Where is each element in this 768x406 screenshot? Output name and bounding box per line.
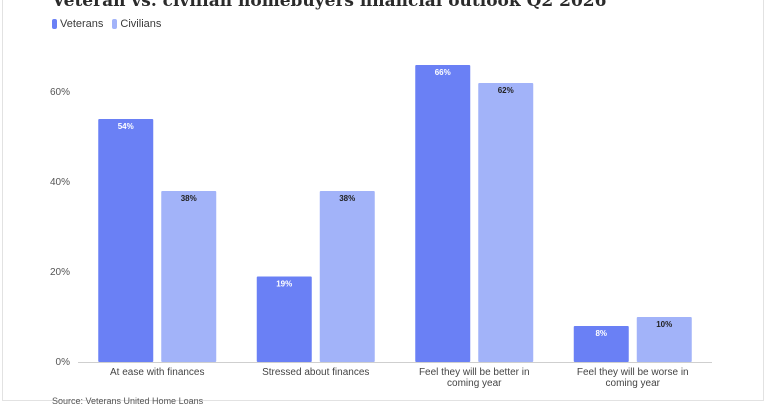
x-tick-label: At ease with finances <box>110 367 205 378</box>
bar-civilians-1 <box>319 191 375 362</box>
data-label: 38% <box>339 194 355 203</box>
source-note: Source: Veterans United Home Loans <box>52 396 204 406</box>
bar-veterans-3 <box>573 326 629 362</box>
chart-title: Veteran vs. civilian homebuyers financia… <box>52 0 607 11</box>
chart-frame <box>2 0 764 401</box>
legend-item-veterans[interactable]: Veterans <box>52 18 103 30</box>
data-label: 38% <box>181 194 197 203</box>
data-label: 54% <box>118 122 134 131</box>
legend-label-veterans: Veterans <box>60 18 104 30</box>
legend-item-civilians[interactable]: Civilians <box>112 18 161 30</box>
bar-veterans-1 <box>256 276 312 362</box>
y-tick-label: 60% <box>50 87 70 98</box>
data-label: 10% <box>656 320 672 329</box>
y-tick-label: 40% <box>50 177 70 188</box>
legend-swatch-civilians <box>112 19 118 29</box>
x-tick-label: Stressed about finances <box>262 367 369 378</box>
x-tick-label: Feel they will be better in coming year <box>419 367 530 389</box>
legend-label-civilians: Civilians <box>120 18 162 30</box>
x-tick-label: Feel they will be worse in coming year <box>577 367 689 389</box>
bar-civilians-3 <box>636 317 692 362</box>
bar-veterans-2 <box>415 65 471 362</box>
bar-civilians-0 <box>161 191 217 362</box>
bar-civilians-2 <box>478 83 534 362</box>
data-label: 66% <box>435 68 451 77</box>
bar-veterans-0 <box>98 119 154 362</box>
y-tick-label: 20% <box>50 267 70 278</box>
data-label: 62% <box>498 86 514 95</box>
data-label: 8% <box>595 329 607 338</box>
data-label: 19% <box>276 280 292 289</box>
legend: Veterans Civilians <box>52 18 161 30</box>
legend-swatch-veterans <box>52 19 57 29</box>
y-tick-label: 0% <box>56 357 71 368</box>
